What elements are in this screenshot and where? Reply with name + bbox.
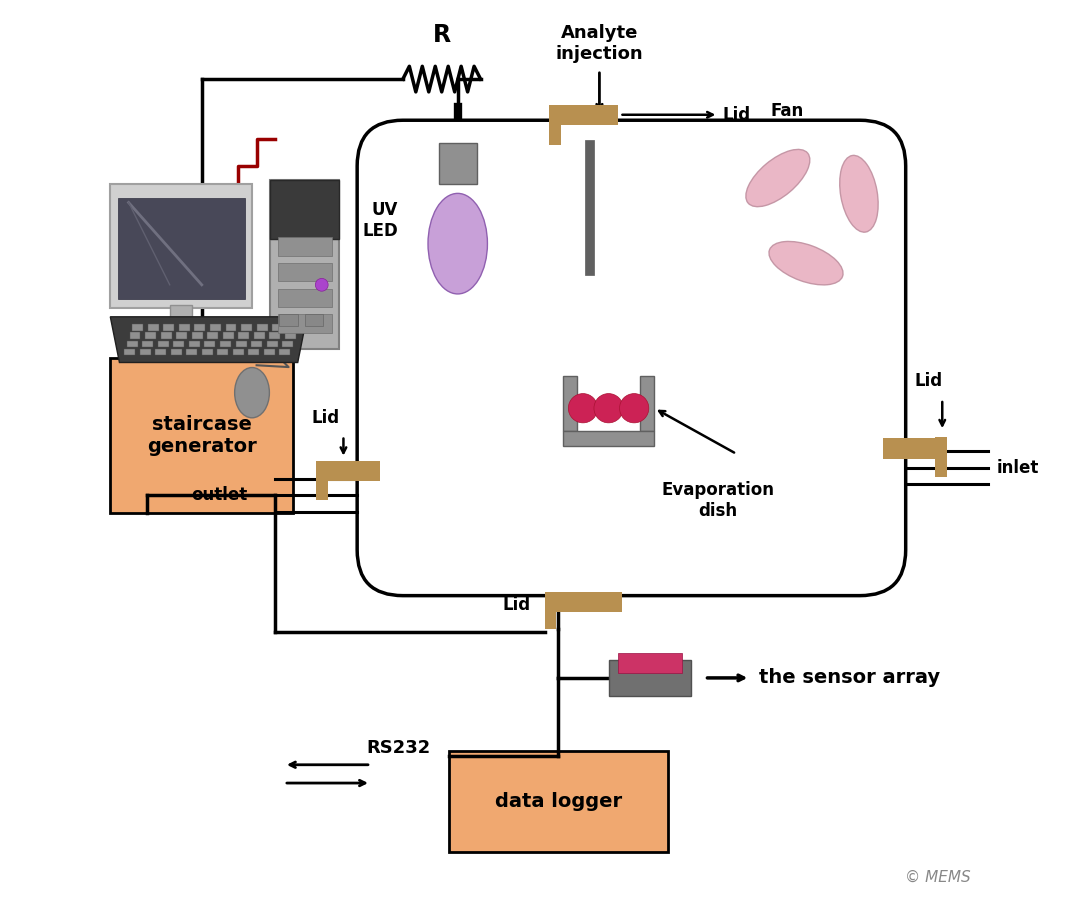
Bar [270, 180, 339, 348]
Bar [280, 314, 298, 326]
Polygon shape [110, 316, 307, 362]
Bar [143, 340, 153, 347]
Text: UV
LED: UV LED [363, 202, 399, 240]
Bar [257, 324, 268, 330]
Bar [202, 348, 213, 355]
Bar [316, 463, 328, 500]
Bar [186, 348, 198, 355]
Bar [544, 592, 622, 612]
Bar [110, 184, 252, 307]
Bar [148, 324, 159, 330]
Bar [118, 198, 245, 299]
Bar [163, 324, 174, 330]
Bar [448, 751, 669, 852]
Bar [282, 340, 293, 347]
Bar [618, 653, 681, 673]
Bar [544, 592, 556, 628]
Circle shape [620, 393, 649, 423]
Bar [563, 431, 654, 446]
Text: outlet: outlet [191, 486, 247, 504]
Bar [189, 340, 200, 347]
Text: inlet: inlet [997, 458, 1039, 477]
Bar [179, 324, 190, 330]
Bar [608, 659, 691, 696]
Bar [124, 348, 135, 355]
Text: the sensor array: the sensor array [759, 668, 941, 688]
Bar [130, 332, 140, 338]
Bar [132, 324, 144, 330]
Bar [176, 332, 187, 338]
Bar [305, 314, 323, 326]
Text: RS232: RS232 [366, 739, 431, 757]
Bar [233, 348, 244, 355]
Ellipse shape [769, 241, 843, 285]
Text: staircase
generator: staircase generator [147, 415, 257, 456]
Bar [174, 340, 185, 347]
Bar [156, 348, 166, 355]
Bar [264, 348, 275, 355]
Bar [110, 358, 293, 514]
Bar [280, 348, 291, 355]
Text: Lid: Lid [502, 596, 531, 613]
Bar [270, 180, 339, 238]
Text: © MEMS: © MEMS [905, 869, 971, 885]
Bar [252, 340, 262, 347]
Bar [139, 348, 150, 355]
Text: Fan: Fan [770, 102, 804, 120]
Circle shape [315, 279, 328, 292]
Text: Lid: Lid [723, 105, 751, 124]
Bar [278, 263, 332, 282]
Bar [248, 348, 259, 355]
Bar [171, 348, 181, 355]
Bar [171, 305, 192, 330]
Bar [882, 438, 947, 458]
Bar [272, 324, 283, 330]
Bar [145, 328, 218, 342]
Bar [191, 332, 203, 338]
Bar [145, 332, 156, 338]
Bar [549, 105, 618, 125]
Bar [194, 324, 205, 330]
Bar [278, 289, 332, 307]
Ellipse shape [840, 155, 878, 232]
Bar [210, 324, 221, 330]
Bar [207, 332, 218, 338]
Bar [254, 332, 265, 338]
Bar [438, 143, 477, 184]
Bar [126, 340, 138, 347]
Bar [278, 238, 332, 256]
Text: R: R [433, 23, 450, 47]
Ellipse shape [428, 193, 487, 294]
Bar [241, 324, 252, 330]
Bar [639, 376, 654, 431]
Bar [158, 340, 168, 347]
Text: Evaporation
dish: Evaporation dish [662, 481, 774, 520]
Bar [563, 376, 578, 431]
Bar [226, 324, 237, 330]
Bar [935, 437, 947, 477]
Bar [285, 332, 296, 338]
Text: data logger: data logger [495, 792, 622, 811]
Bar [204, 340, 215, 347]
Bar [316, 461, 380, 481]
Circle shape [594, 393, 623, 423]
Ellipse shape [746, 149, 810, 206]
Bar [269, 332, 281, 338]
Text: Lid: Lid [915, 372, 943, 390]
FancyBboxPatch shape [357, 120, 906, 596]
Bar [239, 332, 249, 338]
Circle shape [568, 393, 597, 423]
Bar [549, 105, 561, 145]
Bar [222, 332, 233, 338]
Text: Analyte
injection: Analyte injection [555, 24, 644, 63]
Bar [161, 332, 172, 338]
Text: Lid: Lid [311, 408, 339, 426]
Bar [217, 348, 228, 355]
Ellipse shape [234, 368, 269, 418]
Bar [235, 340, 246, 347]
Bar [267, 340, 278, 347]
Bar [278, 315, 332, 333]
Bar [220, 340, 231, 347]
